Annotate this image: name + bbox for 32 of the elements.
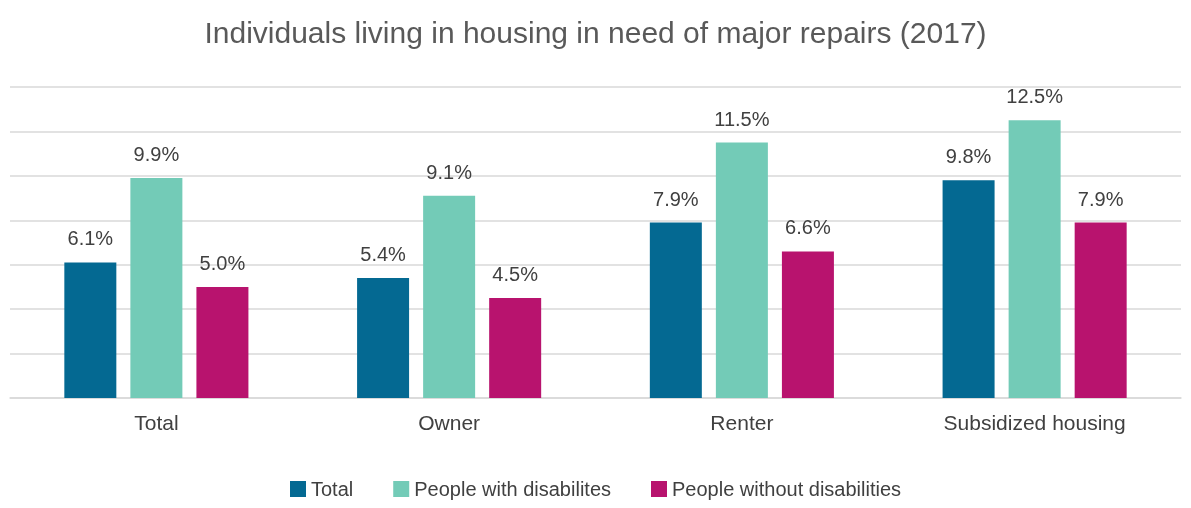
legend-label: People without disabilities: [672, 478, 902, 500]
bar: [942, 180, 995, 398]
bar: [357, 278, 410, 398]
chart-title: Individuals living in housing in need of major repairs (2017): [204, 15, 987, 49]
data-label: 11.5%: [714, 107, 770, 130]
data-label: 9.8%: [945, 145, 992, 168]
x-tick-label: Renter: [710, 411, 774, 434]
data-label: 6.6%: [785, 216, 831, 239]
x-tick-label: Subsidized housing: [943, 411, 1126, 434]
bar: [1074, 222, 1127, 398]
x-tick-label: Owner: [418, 411, 481, 434]
data-label: 12.5%: [1006, 85, 1064, 108]
bar: [489, 298, 542, 398]
x-tick-label: Total: [134, 411, 179, 434]
bar: [130, 178, 183, 398]
data-label: 9.9%: [133, 143, 180, 166]
bar: [1008, 120, 1061, 398]
data-label: 9.1%: [426, 160, 473, 183]
legend-label: Total: [310, 478, 354, 500]
legend-label: People with disabilites: [414, 478, 611, 500]
bar: [196, 286, 249, 398]
data-label: 5.4%: [360, 243, 407, 266]
bar: [64, 262, 117, 398]
data-label: 7.9%: [1077, 187, 1124, 210]
bar: [649, 222, 702, 398]
bar: [781, 251, 834, 398]
bar: [423, 195, 476, 398]
data-label: 6.1%: [67, 227, 114, 250]
bar: [715, 142, 768, 398]
data-label: 4.5%: [492, 263, 539, 286]
data-label: 7.9%: [653, 187, 699, 210]
data-label: 5.0%: [199, 251, 246, 274]
